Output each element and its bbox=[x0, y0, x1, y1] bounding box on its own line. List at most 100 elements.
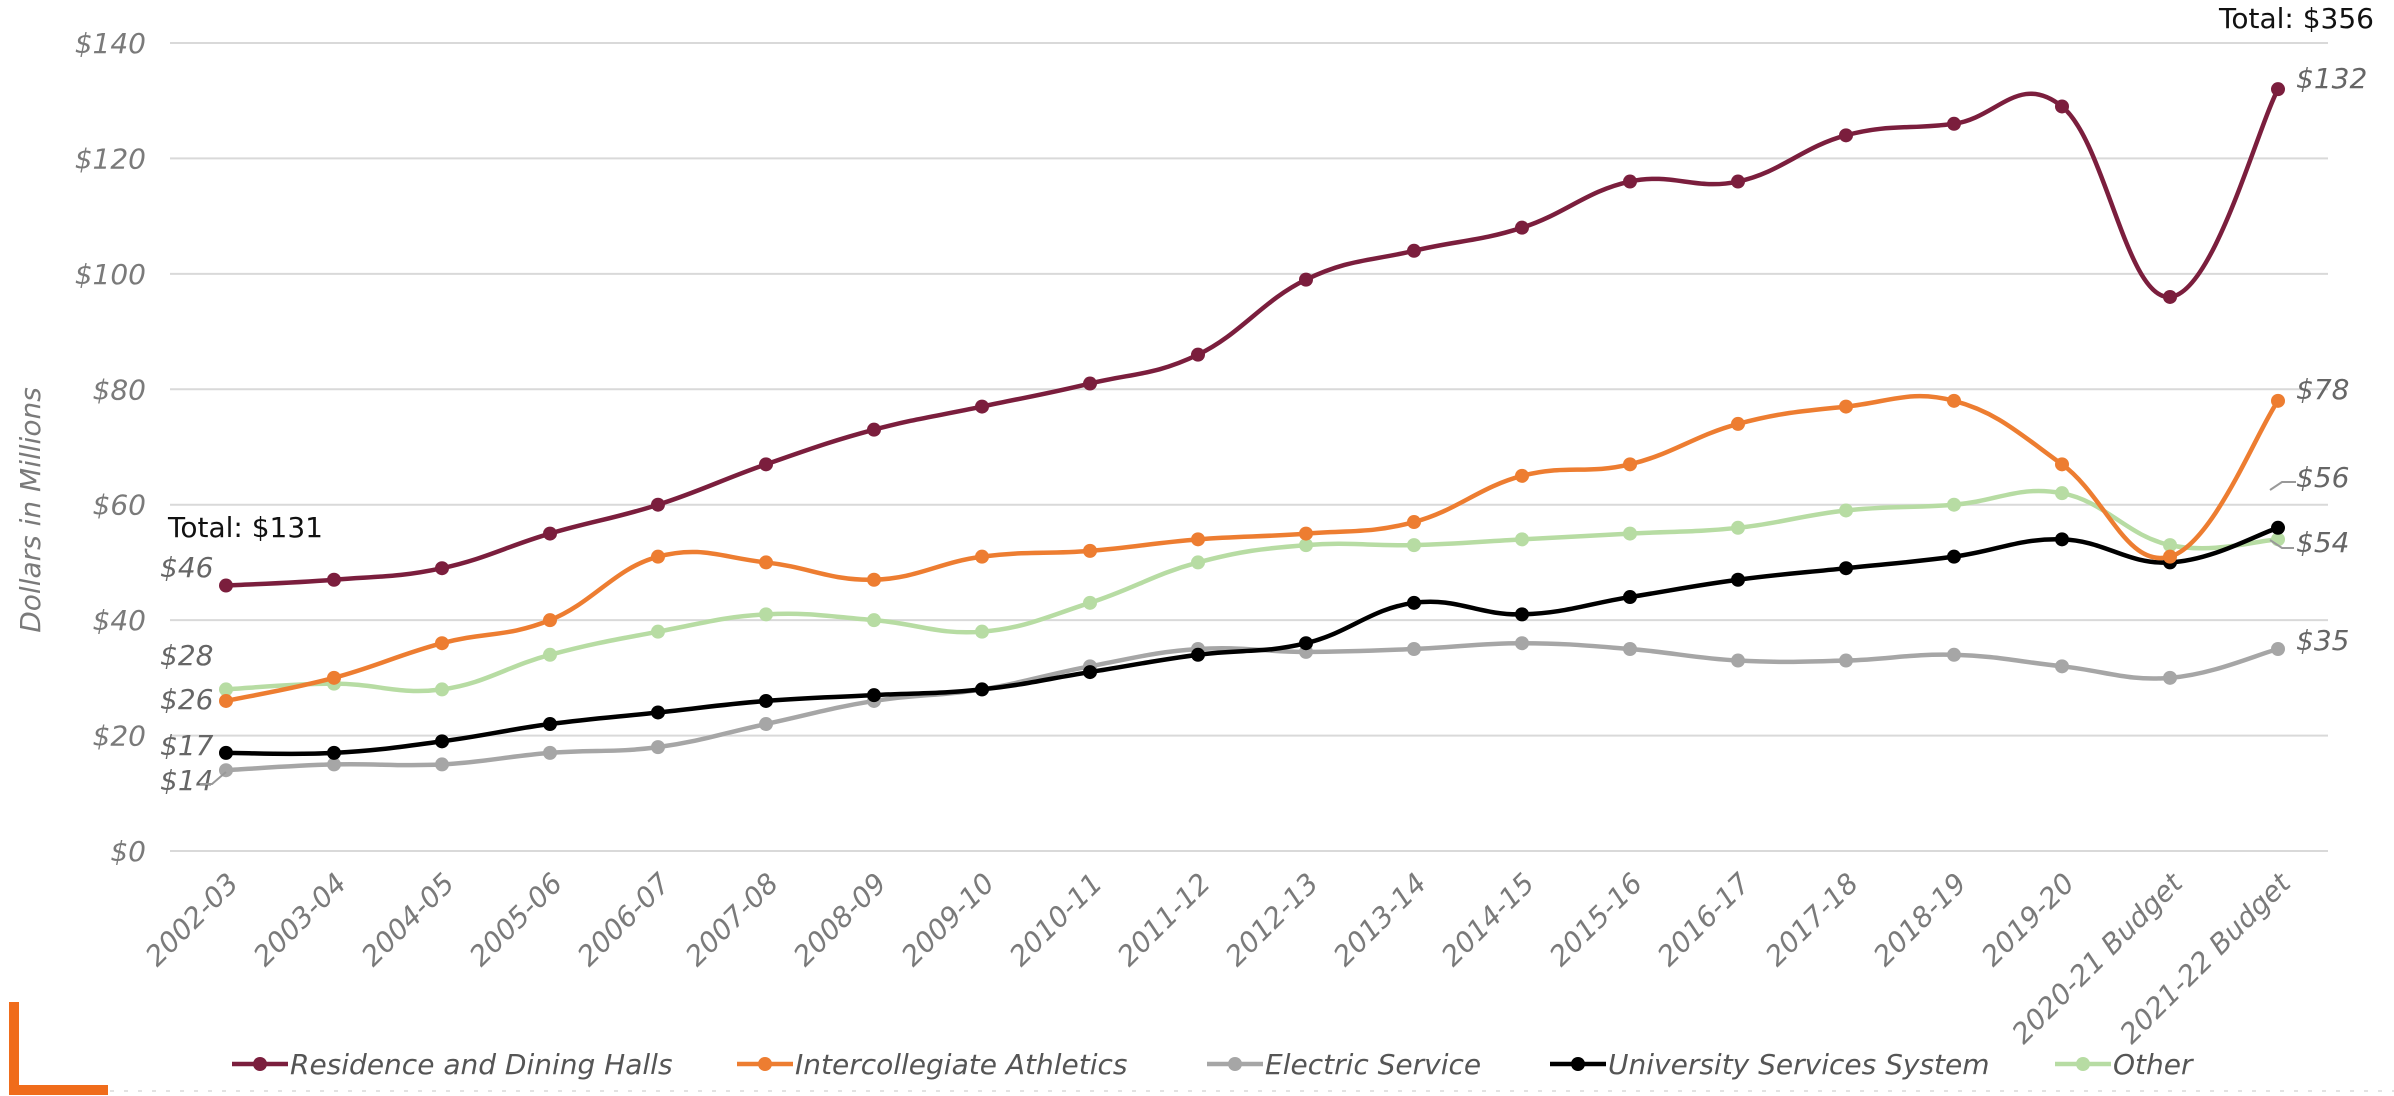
data-point bbox=[1947, 549, 1961, 564]
data-point bbox=[1731, 174, 1745, 189]
x-tick-label: 2010-11 bbox=[1003, 867, 1109, 973]
data-point bbox=[651, 705, 665, 720]
data-point bbox=[219, 693, 233, 708]
series-university-services-system bbox=[219, 520, 2285, 760]
y-tick-label: $20 bbox=[93, 720, 146, 753]
total-start-label: Total: $131 bbox=[167, 511, 323, 544]
data-point bbox=[759, 555, 773, 570]
total-end-label: Total: $356 bbox=[2218, 2, 2374, 35]
data-point bbox=[2055, 532, 2069, 547]
corner-bracket-decoration bbox=[9, 1002, 108, 1095]
leader-line bbox=[200, 771, 227, 785]
data-point bbox=[1515, 220, 1529, 235]
x-tick-label: 2019-20 bbox=[1975, 867, 2081, 973]
data-point bbox=[1623, 526, 1637, 541]
data-point bbox=[1407, 642, 1421, 656]
series-electric-service bbox=[219, 636, 2285, 778]
data-point bbox=[2163, 289, 2177, 304]
data-point bbox=[1731, 572, 1745, 587]
data-point bbox=[1623, 642, 1637, 656]
data-point bbox=[1839, 128, 1853, 143]
y-tick-label: $60 bbox=[93, 489, 146, 522]
data-point bbox=[219, 682, 233, 697]
data-point bbox=[1299, 636, 1313, 651]
x-axis-ticks: 2002-03 2003-04 2004-05 2005-06 2006-07 2007-… bbox=[139, 866, 2298, 1050]
series-intercollegiate-athletics bbox=[219, 393, 2285, 708]
data-point bbox=[2055, 486, 2069, 501]
data-point bbox=[1623, 590, 1637, 605]
data-point bbox=[759, 693, 773, 708]
end-value-label: $54 bbox=[2296, 526, 2349, 559]
data-point bbox=[1947, 647, 1961, 662]
data-point bbox=[543, 526, 557, 541]
data-point bbox=[1299, 272, 1313, 287]
data-point bbox=[435, 636, 449, 651]
data-point bbox=[1299, 538, 1313, 553]
data-point bbox=[2163, 549, 2177, 564]
data-point bbox=[1947, 497, 1961, 512]
data-point bbox=[1083, 376, 1097, 391]
data-point bbox=[543, 647, 557, 662]
data-point bbox=[651, 497, 665, 512]
legend-label: Electric Service bbox=[1265, 1048, 1481, 1081]
data-point bbox=[435, 734, 449, 749]
data-point bbox=[867, 572, 881, 587]
data-point bbox=[975, 399, 989, 414]
end-value-label: $132 bbox=[2296, 62, 2367, 95]
x-tick-label: 2002-03 bbox=[139, 867, 245, 973]
x-tick-label: 2006-07 bbox=[571, 866, 677, 972]
data-point bbox=[435, 682, 449, 697]
series-lines bbox=[219, 82, 2285, 778]
series-residence-and-dining-halls bbox=[219, 82, 2285, 593]
y-tick-label: $80 bbox=[93, 373, 146, 406]
data-point bbox=[1407, 243, 1421, 258]
data-point bbox=[1407, 538, 1421, 553]
gridlines bbox=[170, 42, 2328, 852]
legend-label: Intercollegiate Athletics bbox=[795, 1048, 1127, 1081]
series-line bbox=[225, 640, 2279, 773]
legend: Residence and Dining Halls Intercollegiat… bbox=[232, 1048, 2194, 1081]
y-tick-label: $140 bbox=[75, 27, 146, 60]
data-point bbox=[2271, 642, 2285, 656]
data-point bbox=[219, 578, 233, 593]
legend-swatch-marker bbox=[2076, 1057, 2090, 1071]
data-point bbox=[435, 757, 449, 772]
legend-item: Electric Service bbox=[1207, 1048, 1481, 1081]
data-point bbox=[867, 688, 881, 703]
y-axis-ticks: $0 $20 $40 $60 $80 $100 $120 $140 bbox=[75, 27, 146, 868]
legend-item: Other bbox=[2055, 1048, 2194, 1081]
data-point bbox=[651, 624, 665, 639]
data-point bbox=[543, 717, 557, 732]
data-point bbox=[1191, 647, 1205, 662]
data-point bbox=[1299, 526, 1313, 541]
data-point bbox=[2271, 393, 2285, 408]
data-point bbox=[867, 422, 881, 437]
data-point bbox=[1083, 543, 1097, 558]
legend-label: Other bbox=[2113, 1048, 2194, 1081]
legend-item: Intercollegiate Athletics bbox=[737, 1048, 1127, 1081]
y-tick-label: $120 bbox=[75, 142, 146, 175]
legend-item: University Services System bbox=[1550, 1048, 1990, 1081]
x-tick-label: 2004-05 bbox=[355, 867, 461, 973]
x-tick-label: 2012-13 bbox=[1219, 867, 1325, 973]
x-tick-label: 2013-14 bbox=[1327, 867, 1433, 973]
data-point bbox=[327, 757, 341, 772]
data-point bbox=[327, 745, 341, 760]
data-point bbox=[219, 745, 233, 760]
data-point bbox=[1731, 416, 1745, 431]
data-point bbox=[1515, 636, 1529, 651]
legend-label: University Services System bbox=[1608, 1048, 1990, 1081]
data-point bbox=[2055, 457, 2069, 472]
data-point bbox=[1623, 174, 1637, 189]
start-value-label: $28 bbox=[160, 639, 213, 672]
data-point bbox=[1191, 532, 1205, 547]
data-point bbox=[1839, 561, 1853, 576]
end-value-label: $78 bbox=[2296, 373, 2349, 406]
data-point bbox=[975, 682, 989, 697]
start-value-label: $26 bbox=[160, 683, 213, 716]
series-other bbox=[219, 486, 2285, 697]
series-line bbox=[225, 525, 2279, 757]
data-point bbox=[1839, 653, 1853, 668]
data-point bbox=[2163, 538, 2177, 553]
